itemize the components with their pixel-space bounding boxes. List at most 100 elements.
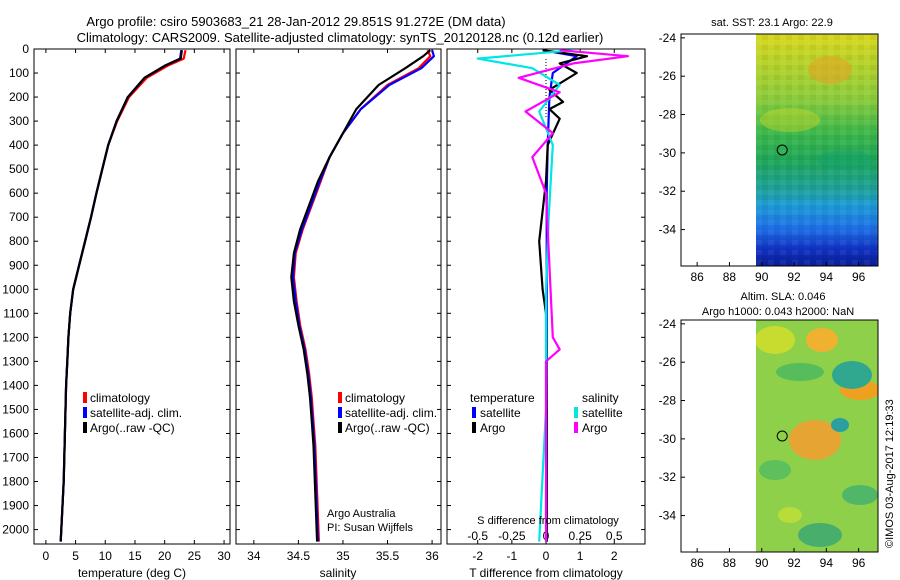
sst-warm-patch: [808, 56, 852, 84]
map-lat-tick-label: -28: [659, 394, 677, 408]
temperature-axes-box: [33, 48, 231, 545]
temperature-lines: [59, 49, 187, 542]
depth-tick-label: 100: [9, 66, 29, 80]
sla-map-subtitle: Argo h1000: 0.043 h2000: NaN: [702, 306, 854, 318]
sla-low-patch: [831, 418, 849, 432]
legend-swatch-t-argo: [472, 422, 476, 433]
map-lon-tick-label: 86: [690, 556, 704, 570]
sst-map-axes-box: [680, 33, 879, 267]
salinity-x-axis: 34 34.5 35 35.5 36: [247, 49, 439, 563]
map-lon-tick-label: 86: [690, 270, 704, 284]
depth-tick-label: 0: [22, 42, 29, 56]
profile-line-argo-raw-qc-: [59, 50, 183, 542]
s-diff-tick-label: -0.25: [498, 529, 526, 543]
sla-high-patch: [789, 420, 841, 460]
map-lat-tick-label: -26: [659, 355, 677, 369]
s-diff-tick-label: -0.5: [467, 529, 488, 543]
depth-tick-label: 2000: [2, 523, 29, 537]
depth-tick-label: 1300: [2, 354, 29, 368]
depth-tick-label: 800: [9, 234, 29, 248]
map-lon-tick-label: 94: [820, 556, 834, 570]
depth-tick-label: 1000: [2, 282, 29, 296]
legend-swatch-s-satellite: [574, 407, 578, 418]
depth-tick-label: 500: [9, 162, 29, 176]
map-lat-tick-label: -24: [659, 31, 677, 45]
map-lat-tick-label: -30: [659, 432, 677, 446]
argo-float-marker: [776, 430, 788, 442]
sla-map-axes-box: [680, 319, 879, 553]
map-lon-tick-label: 94: [820, 270, 834, 284]
map-lon-tick-label: 96: [852, 556, 866, 570]
map-lat-tick-label: -28: [659, 108, 677, 122]
x-tick-label: 0: [543, 549, 550, 563]
depth-tick-label: 1200: [2, 330, 29, 344]
map-lat-tick-label: -26: [659, 69, 677, 83]
legend-title-salinity: salinity: [582, 391, 619, 405]
legend-label-t-argo: Argo: [480, 421, 506, 435]
s-difference-label: S difference from climatology: [477, 515, 619, 527]
sst-map-title: sat. SST: 23.1 Argo: 22.9: [711, 17, 833, 29]
difference-salinity-x-axis: -0.5 -0.25 0 0.25 0.5: [467, 59, 623, 543]
salinity-panel: 34 34.5 35 35.5 36 salinity climatology sate…: [235, 48, 442, 580]
sla-high-patch: [756, 326, 795, 354]
figure-title-line1: Argo profile: csiro 5903683_21 28-Jan-20…: [86, 14, 505, 29]
depth-tick-label: 600: [9, 186, 29, 200]
legend-label-argo: Argo(..raw -QC): [345, 421, 430, 435]
legend-swatch-t-satellite: [472, 407, 476, 418]
profile-line-satellite-adj-clim-: [59, 50, 183, 542]
depth-axis: 0 100 200 300 400 500 600 700 800 900 1000 1100 1200…: [2, 42, 230, 537]
x-tick-label: 30: [217, 549, 231, 563]
legend-label-s-satellite: satellite: [582, 406, 623, 420]
sst-warm-patch: [760, 108, 820, 132]
x-tick-label: 0: [43, 549, 50, 563]
legend-label-satellite: satellite-adj. clim.: [345, 406, 437, 420]
map-lon-tick-label: 88: [723, 270, 737, 284]
x-tick-label: 1: [577, 549, 584, 563]
s-diff-tick-label: 0.25: [568, 529, 592, 543]
map-lon-tick-label: 92: [787, 270, 801, 284]
s-diff-tick-label: 0.5: [606, 529, 623, 543]
depth-tick-label: 1500: [2, 402, 29, 416]
difference-lines: [476, 49, 630, 542]
profile-line-argo-raw-qc-: [290, 49, 432, 542]
map-lat-tick-label: -30: [659, 146, 677, 160]
profile-line-t-argo: [538, 49, 589, 542]
x-tick-label: 5: [72, 549, 79, 563]
x-tick-label: 15: [128, 549, 142, 563]
map-lon-tick-label: 96: [852, 270, 866, 284]
sla-low-patch: [798, 523, 842, 547]
legend-label-argo: Argo(..raw -QC): [90, 421, 175, 435]
sla-high-patch: [778, 507, 802, 523]
salinity-legend: climatology satellite-adj. clim. Argo(..…: [338, 391, 437, 435]
salinity-xlabel: salinity: [320, 566, 357, 580]
depth-tick-label: 400: [9, 138, 29, 152]
legend-label-climatology: climatology: [345, 391, 405, 405]
depth-tick-label: 900: [9, 258, 29, 272]
temperature-legend: climatology satellite-adj. clim. Argo(..…: [83, 391, 182, 435]
temperature-panel: 0100200300400500600700800900100011001200…: [2, 42, 231, 580]
sla-low-patch: [832, 361, 872, 389]
legend-label-t-satellite: satellite: [480, 406, 521, 420]
x-tick-label: 25: [188, 549, 202, 563]
salinity-axes-box: [235, 48, 442, 545]
x-tick-label: 20: [158, 549, 172, 563]
salinity-lines: [290, 49, 435, 542]
depth-tick-label: 200: [9, 90, 29, 104]
legend-swatch-s-argo: [574, 422, 578, 433]
sla-map-panel: Altim. SLA: 0.046 Argo h1000: 0.043 h200…: [659, 291, 879, 570]
map-lat-tick-label: -34: [659, 223, 677, 237]
legend-label-satellite: satellite-adj. clim.: [90, 406, 182, 420]
x-tick-label: 35.5: [376, 549, 400, 563]
sla-low-patch: [759, 460, 791, 480]
difference-y-ticks: [447, 48, 645, 531]
argo-float-marker: [776, 144, 788, 156]
credit-line1: Argo Australia: [327, 508, 396, 520]
t-difference-label: T difference from climatology: [469, 566, 623, 580]
profile-line-s-argo: [517, 49, 630, 542]
map-lon-tick-label: 88: [723, 556, 737, 570]
x-tick-label: 10: [99, 549, 113, 563]
legend-label-climatology: climatology: [90, 391, 150, 405]
difference-panel: -2 -1 0 1 2 -0.5 -0.25 0 0.25 0.5 S difference f…: [446, 48, 646, 580]
depth-tick-label: 1900: [2, 499, 29, 513]
sla-map-title: Altim. SLA: 0.046: [741, 291, 826, 303]
